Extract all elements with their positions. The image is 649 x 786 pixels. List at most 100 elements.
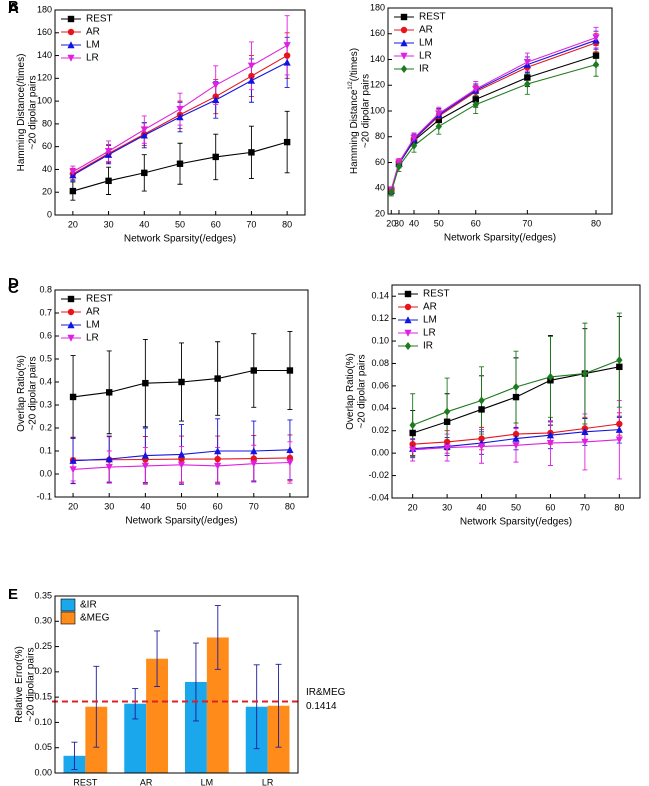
marker: [283, 42, 291, 50]
y-tick-label: 0.4: [39, 376, 52, 386]
y-tick-label: 0.6: [39, 330, 52, 340]
legend-label: &IR: [80, 600, 97, 611]
y-tick-label: 180: [370, 2, 385, 12]
marker: [616, 420, 623, 428]
marker: [177, 450, 186, 458]
legend-label: LR: [423, 328, 436, 339]
legend-label: LM: [86, 320, 100, 331]
y-tick-label: 0.08: [371, 358, 389, 368]
panel-letter: E: [8, 586, 18, 603]
marker: [250, 455, 257, 462]
marker: [247, 62, 256, 70]
y-axis-label: Overlap Ratio(%): [345, 353, 356, 430]
y-tick-label: 20: [375, 208, 385, 218]
y-axis-label-2: ~20 dipolar pairs: [361, 74, 372, 148]
legend-label: AR: [86, 307, 100, 318]
marker: [400, 65, 408, 73]
y-tick-label: 0.14: [371, 291, 389, 301]
marker: [283, 138, 291, 146]
y-tick-label: 0.10: [371, 335, 389, 345]
marker: [472, 96, 479, 103]
y-tick-label: 0.1: [39, 445, 52, 455]
x-tick-label: LM: [201, 777, 214, 786]
panel-letter: B: [8, 0, 19, 15]
x-tick-label: 30: [104, 501, 114, 511]
legend-label: LR: [86, 333, 99, 344]
y-tick-label: 180: [37, 4, 52, 14]
marker: [177, 461, 186, 469]
marker: [546, 439, 555, 447]
y-tick-label: 0.06: [371, 380, 389, 390]
x-tick-label: 80: [591, 218, 601, 228]
marker: [141, 451, 149, 459]
y-tick-label: 0.5: [39, 353, 52, 363]
marker: [443, 418, 451, 425]
x-tick-label: 60: [545, 502, 555, 512]
marker: [404, 329, 412, 337]
legend-label: REST: [86, 14, 113, 25]
marker: [443, 444, 451, 452]
panel-letter: C: [8, 280, 19, 297]
legend-label: LM: [419, 38, 433, 49]
x-tick-label: 30: [104, 219, 114, 229]
marker: [67, 41, 75, 49]
legend-label: AR: [419, 25, 433, 36]
marker: [435, 116, 442, 124]
marker: [409, 421, 416, 430]
marker: [176, 160, 184, 167]
y-tick-label: -0.02: [368, 470, 389, 480]
marker: [283, 52, 291, 59]
marker: [67, 54, 75, 62]
y-tick-label: 0.00: [34, 767, 52, 777]
y-tick-label: 60: [375, 157, 385, 167]
marker: [247, 76, 256, 84]
x-tick-label: 20: [68, 501, 78, 511]
y-tick-label: 120: [37, 73, 52, 83]
marker: [67, 28, 75, 36]
marker: [141, 169, 148, 177]
x-tick-label: 20: [386, 218, 396, 228]
marker: [409, 440, 416, 448]
y-axis-label-sup: 1/2: [348, 81, 354, 90]
y-tick-label: 160: [370, 28, 385, 38]
marker: [67, 295, 75, 303]
marker: [404, 303, 412, 311]
y-tick-label: -0.04: [368, 492, 389, 502]
y-axis-label-part: (/times): [349, 48, 360, 81]
marker: [592, 34, 600, 42]
x-tick-label: 40: [409, 218, 419, 228]
marker: [546, 431, 555, 439]
error-bar: [214, 605, 221, 670]
y-tick-label: 0.04: [371, 403, 389, 413]
x-tick-label: 70: [246, 219, 256, 229]
marker: [592, 60, 600, 69]
x-tick-label: 70: [522, 218, 532, 228]
plot-frame: [387, 7, 613, 215]
y-tick-label: -0.1: [36, 491, 52, 501]
x-tick-label: 40: [140, 501, 150, 511]
x-tick-label: 70: [249, 501, 259, 511]
marker: [388, 188, 395, 197]
legend-label: LR: [419, 51, 432, 62]
marker: [512, 393, 520, 401]
x-tick-label: AR: [140, 777, 153, 786]
bar: [185, 681, 207, 773]
x-tick-label: 60: [213, 501, 223, 511]
y-axis-label-part: Relative Error(%): [14, 646, 25, 723]
marker: [178, 378, 185, 386]
marker: [592, 52, 600, 59]
x-tick-label: 40: [477, 502, 487, 512]
y-axis-label-2: ~20 dipolar pairs: [28, 75, 39, 149]
y-tick-label: 140: [37, 50, 52, 60]
error-bar: [132, 688, 139, 720]
marker: [512, 442, 520, 450]
error-bar: [192, 642, 199, 722]
y-tick-label: 120: [370, 80, 385, 90]
marker: [214, 375, 221, 382]
legend-label: LM: [423, 315, 437, 326]
error-bar: [71, 741, 78, 770]
y-axis-label-part: Overlap Ratio(%): [345, 353, 356, 430]
marker: [283, 58, 291, 66]
x-tick-label: 20: [408, 502, 418, 512]
y-tick-label: 0.20: [34, 666, 52, 676]
